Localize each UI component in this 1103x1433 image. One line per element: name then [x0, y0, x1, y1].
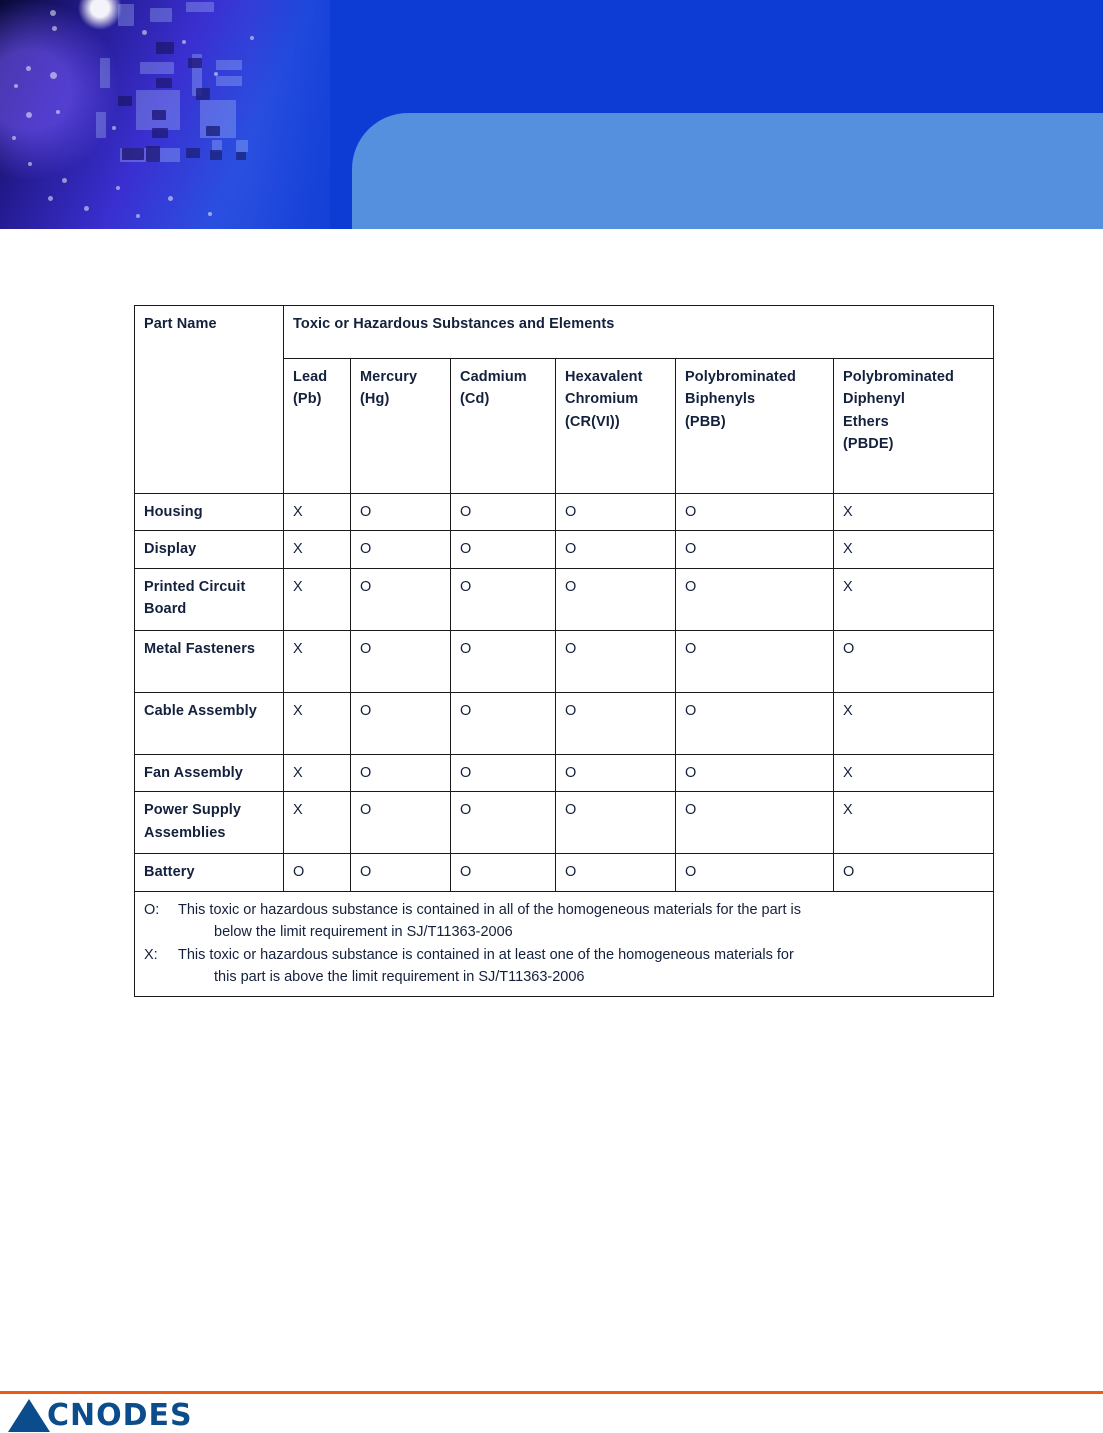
- cell-value: O: [555, 753, 676, 793]
- cell-value: X: [832, 492, 995, 532]
- rohs-substances-table: Part Name Toxic or Hazardous Substances …: [133, 305, 995, 997]
- cell-value: O: [350, 791, 451, 855]
- cell-value: X: [283, 492, 351, 532]
- cell-value: O: [450, 530, 556, 569]
- part-label: Display: [134, 530, 284, 569]
- cell-value: O: [675, 530, 834, 569]
- table-row: Metal Fasteners X O O O O O: [134, 629, 995, 693]
- table-row: Housing X O O O O X: [134, 492, 995, 532]
- cell-value: O: [350, 691, 451, 755]
- footnotes: O: This toxic or hazardous substance is c…: [133, 890, 995, 997]
- table-header-row-substances: Lead (Pb) Mercury (Hg) Cadmium (Cd) Hexaval…: [135, 358, 995, 494]
- cell-value: O: [675, 691, 834, 755]
- table-row: Cable Assembly X O O O O X: [134, 691, 995, 755]
- cell-value: O: [450, 492, 556, 532]
- footnote-o-key: O:: [144, 901, 160, 918]
- logo-wordmark: CNODES: [47, 1398, 193, 1433]
- cell-value: O: [555, 691, 676, 755]
- header-polybrominated-diphenyl-ethers: Polybrominated Diphenyl Ethers (PBDE): [832, 358, 995, 494]
- cell-value: O: [350, 530, 451, 569]
- cell-value: O: [350, 629, 451, 693]
- part-label: Housing: [134, 492, 284, 532]
- table-footnote-row: O: This toxic or hazardous substance is c…: [133, 890, 995, 997]
- cell-value: O: [832, 629, 995, 693]
- table-row: Power Supply Assemblies X O O O O X: [134, 791, 995, 855]
- part-label: Power Supply Assemblies: [134, 791, 284, 855]
- footnote-x-line1: X: This toxic or hazardous substance is c…: [144, 944, 985, 966]
- cell-value: X: [283, 567, 351, 631]
- footnote-x-text1: This toxic or hazardous substance is con…: [178, 946, 794, 963]
- footnote-o-text1: This toxic or hazardous substance is con…: [178, 901, 802, 918]
- cell-value: O: [555, 567, 676, 631]
- part-label: Battery: [134, 853, 284, 892]
- footnote-x-key: X:: [144, 946, 158, 963]
- cell-value: X: [283, 791, 351, 855]
- cell-value: X: [832, 691, 995, 755]
- table-row: Battery O O O O O O: [134, 853, 995, 892]
- cell-value: X: [283, 530, 351, 569]
- cell-value: O: [350, 753, 451, 793]
- circuit-traces: [0, 0, 330, 229]
- banner-panel: [352, 113, 1103, 229]
- cell-value: O: [832, 853, 995, 892]
- part-label: Printed Circuit Board: [134, 567, 284, 631]
- header-lead: Lead (Pb): [283, 358, 351, 494]
- footnote-x-line2: this part is above the limit requirement…: [214, 969, 585, 986]
- cell-value: O: [555, 492, 676, 532]
- table-header-row-group: Part Name Toxic or Hazardous Substances …: [134, 305, 995, 494]
- cell-value: O: [283, 853, 351, 892]
- cell-value: O: [675, 492, 834, 532]
- cell-value: O: [450, 753, 556, 793]
- cell-value: O: [555, 853, 676, 892]
- cell-value: O: [350, 567, 451, 631]
- cell-value: O: [675, 753, 834, 793]
- part-label: Fan Assembly: [134, 753, 284, 793]
- header-polybrominated-biphenyls: Polybrominated Biphenyls (PBB): [675, 358, 834, 494]
- cell-value: O: [350, 492, 451, 532]
- acnodes-logo: CNODES: [8, 1398, 193, 1432]
- header-cadmium: Cadmium (Cd): [450, 358, 556, 494]
- cell-value: X: [283, 629, 351, 693]
- header-part-name: Part Name: [134, 305, 284, 494]
- page-banner: [0, 0, 1103, 229]
- part-label: Cable Assembly: [134, 691, 284, 755]
- footnote-o-line2: below the limit requirement in SJ/T11363…: [214, 924, 513, 941]
- cell-value: X: [832, 530, 995, 569]
- header-mercury: Mercury (Hg): [350, 358, 451, 494]
- part-label: Metal Fasteners: [134, 629, 284, 693]
- cell-value: X: [283, 691, 351, 755]
- cell-value: O: [675, 791, 834, 855]
- cell-value: X: [832, 791, 995, 855]
- cell-value: O: [450, 691, 556, 755]
- cell-value: O: [450, 629, 556, 693]
- logo-a-triangle-icon: [8, 1399, 50, 1432]
- cell-value: X: [832, 567, 995, 631]
- cell-value: O: [450, 567, 556, 631]
- header-substances-group: Toxic or Hazardous Substances and Elemen…: [282, 305, 995, 359]
- cell-value: X: [832, 753, 995, 793]
- table-row: Display X O O O O X: [134, 530, 995, 569]
- cell-value: O: [555, 629, 676, 693]
- cell-value: O: [555, 791, 676, 855]
- cell-value: O: [675, 629, 834, 693]
- cell-value: X: [283, 753, 351, 793]
- table-row: Printed Circuit Board X O O O O X: [134, 567, 995, 631]
- cell-value: O: [450, 791, 556, 855]
- header-hexavalent-chromium: Hexavalent Chromium (CR(VI)): [555, 358, 676, 494]
- cell-value: O: [555, 530, 676, 569]
- table-row: Fan Assembly X O O O O X: [134, 753, 995, 793]
- cell-value: O: [675, 853, 834, 892]
- cell-value: O: [450, 853, 556, 892]
- cell-value: O: [350, 853, 451, 892]
- footnote-o-line1: O: This toxic or hazardous substance is c…: [144, 899, 985, 921]
- cell-value: O: [675, 567, 834, 631]
- footer-divider: [0, 1391, 1103, 1394]
